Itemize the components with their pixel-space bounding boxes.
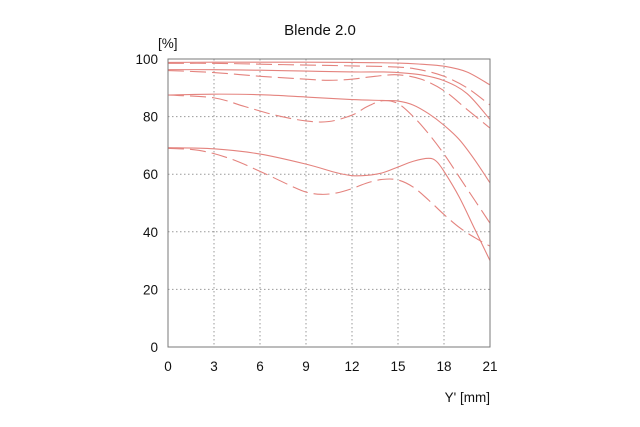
series-line-5-solid — [167, 93, 491, 184]
x-tick-label-3: 3 — [210, 359, 218, 374]
x-tick-label-15: 15 — [390, 359, 405, 374]
x-tick-label-18: 18 — [436, 359, 451, 374]
y-tick-label-60: 60 — [143, 167, 158, 182]
series-group — [167, 61, 491, 261]
x-tick-label-12: 12 — [344, 359, 359, 374]
series-line-2-dashed — [167, 62, 491, 106]
series-line-7-solid — [167, 147, 491, 261]
tick-labels: 0 3 6 9 12 15 18 21 0 20 40 60 80 100 — [135, 52, 497, 374]
x-tick-label-6: 6 — [256, 359, 264, 374]
y-tick-label-20: 20 — [143, 282, 158, 297]
x-axis-label: Y' [mm] — [445, 390, 490, 405]
series-line-3-solid — [167, 69, 491, 120]
y-tick-label-80: 80 — [143, 110, 158, 125]
x-tick-label-21: 21 — [482, 359, 497, 374]
y-tick-label-100: 100 — [135, 52, 158, 67]
x-tick-label-9: 9 — [302, 359, 310, 374]
y-tick-label-0: 0 — [150, 340, 158, 355]
series-line-1-solid — [167, 61, 491, 86]
y-axis-label: [%] — [158, 36, 178, 51]
series-line-6-dashed — [167, 94, 491, 224]
grid — [168, 59, 490, 347]
series-line-4-dashed — [167, 69, 491, 129]
chart-title: Blende 2.0 — [284, 22, 356, 39]
x-tick-label-0: 0 — [164, 359, 172, 374]
series-line-8-dashed — [167, 147, 491, 247]
y-tick-label-40: 40 — [143, 225, 158, 240]
plot-frame — [167, 58, 491, 348]
